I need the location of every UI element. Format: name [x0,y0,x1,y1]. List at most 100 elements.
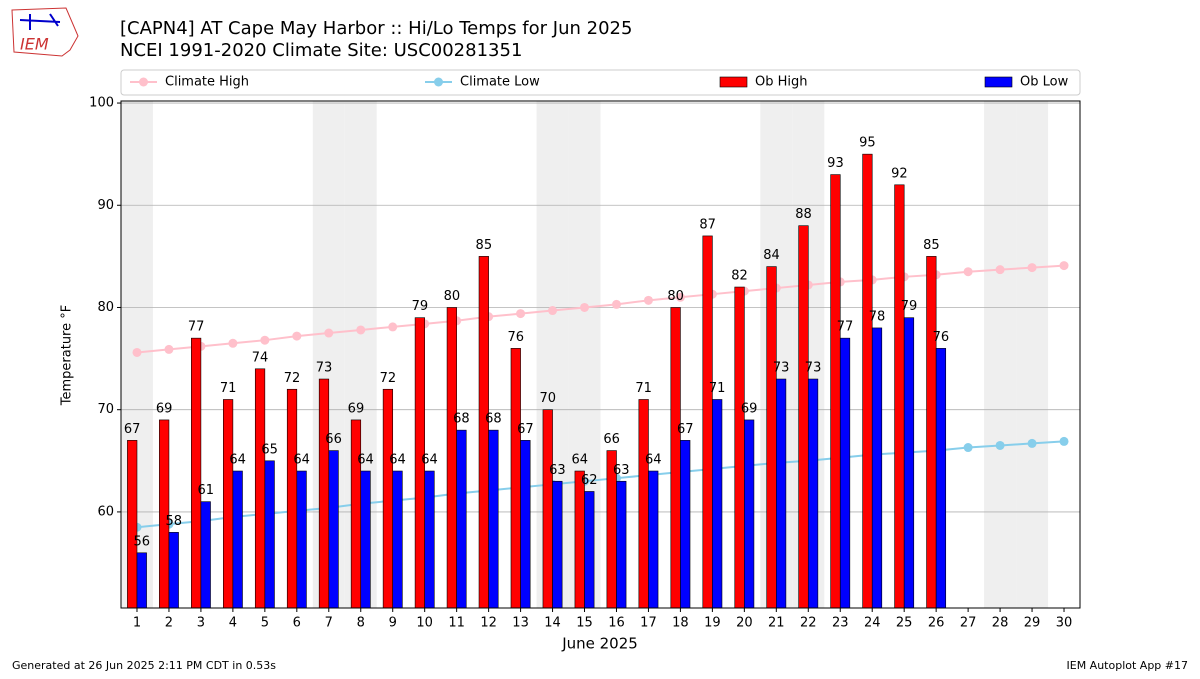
bar [478,256,489,609]
line-marker [1059,436,1069,446]
bar [680,440,691,609]
footer-right: IEM Autoplot App #17 [1067,659,1189,672]
x-tick-label: 23 [832,616,849,631]
data-label: 64 [421,453,438,468]
data-label: 64 [571,453,588,468]
data-label: 70 [539,391,556,406]
data-label: 63 [549,463,566,478]
bar [616,480,627,609]
bar [871,327,883,609]
bar [318,378,330,609]
data-label: 68 [453,412,470,427]
footer-left: Generated at 26 Jun 2025 2:11 PM CDT in … [12,659,276,672]
bar [264,460,275,609]
bar [456,429,467,609]
x-tick-label: 24 [864,616,881,631]
line-marker [611,299,621,309]
data-label: 69 [348,401,365,416]
y-tick-label: 70 [97,402,114,417]
logo-text: IEM [20,35,49,54]
data-label: 74 [252,350,269,365]
bar [894,184,905,609]
data-label: 73 [316,361,333,376]
data-label: 72 [284,371,301,386]
data-label: 62 [581,473,598,488]
bar [424,470,435,609]
x-tick-label: 16 [608,616,625,631]
x-axis-label: June 2025 [561,635,638,653]
x-tick-label: 8 [357,616,365,631]
x-tick-label: 10 [416,616,433,631]
data-label: 68 [485,412,502,427]
legend-swatch [984,76,1013,88]
weekend-shade [984,101,1017,608]
line-marker [995,440,1005,450]
x-tick-label: 13 [512,616,529,631]
line-marker [292,331,302,341]
bar [862,153,873,609]
bar [830,174,841,609]
x-tick-label: 12 [480,616,497,631]
data-label: 78 [869,309,886,324]
data-label: 79 [412,299,429,314]
bar [839,337,851,609]
bar [286,388,298,609]
data-label: 66 [603,432,620,447]
bar [744,419,755,609]
line-marker [388,322,398,332]
bar [136,552,147,609]
y-tick-label: 80 [97,300,114,315]
data-label: 67 [124,422,141,437]
chart-subtitle: NCEI 1991-2020 Climate Site: USC00281351 [120,40,522,61]
x-tick-label: 17 [640,616,657,631]
bar [328,450,339,609]
x-tick-label: 18 [672,616,689,631]
data-label: 56 [134,534,151,549]
bar [702,235,713,609]
line-marker [675,292,685,302]
bar [296,470,307,609]
bar [670,307,681,609]
line-marker [228,338,238,348]
legend-swatch [719,76,748,88]
data-label: 64 [645,453,662,468]
bar [638,399,649,609]
data-label: 77 [188,320,205,335]
bar [542,409,553,609]
line-marker [516,309,526,319]
data-label: 64 [357,453,374,468]
data-label: 87 [699,217,716,232]
x-tick-label: 6 [293,616,301,631]
data-label: 76 [933,330,950,345]
line-marker [995,265,1005,275]
x-tick-label: 3 [197,616,205,631]
bar [903,317,915,609]
bar [191,337,202,609]
bar [807,378,819,609]
line [136,264,1065,354]
bar [488,429,499,609]
data-label: 88 [795,207,812,222]
line-marker [963,443,973,453]
x-tick-label: 4 [229,616,237,631]
x-tick-label: 25 [896,616,913,631]
bar [127,440,138,609]
x-tick-label: 11 [448,616,465,631]
legend-label: Climate High [165,75,249,90]
bar [712,399,723,609]
x-tick-label: 27 [960,616,977,631]
y-tick-label: 100 [89,96,114,111]
x-tick-label: 5 [261,616,269,631]
chart-title: [CAPN4] AT Cape May Harbor :: Hi/Lo Temp… [120,18,632,39]
line-marker [260,335,270,345]
data-label: 85 [923,238,940,253]
bar [798,225,809,609]
x-tick-label: 30 [1056,616,1073,631]
data-label: 85 [476,238,493,253]
x-tick-label: 21 [768,616,785,631]
data-label: 93 [827,156,844,171]
data-label: 73 [805,361,822,376]
bar [446,307,457,609]
data-label: 69 [741,401,758,416]
line-marker [548,306,558,316]
